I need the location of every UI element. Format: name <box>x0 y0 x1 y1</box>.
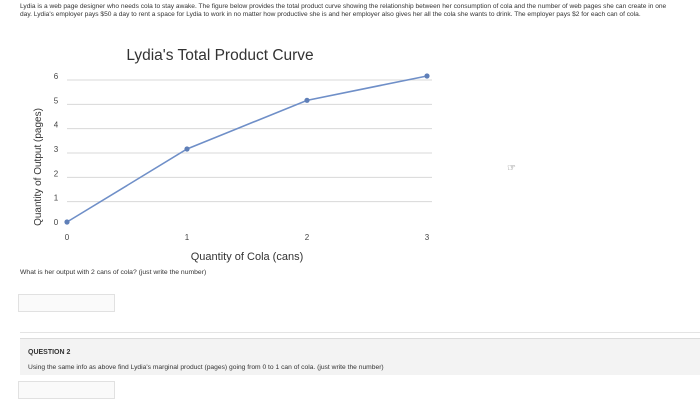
data-point <box>304 97 310 103</box>
question-1-text: What is her output with 2 cans of cola? … <box>20 269 207 276</box>
answer-input-2[interactable] <box>18 381 115 399</box>
y-tick-label: 2 <box>54 169 59 178</box>
cursor-hand-icon: ☞ <box>507 163 516 174</box>
data-point <box>424 73 430 79</box>
y-tick-label: 6 <box>54 72 59 81</box>
intro-paragraph: Lydia is a web page designer who needs c… <box>20 3 667 19</box>
y-tick-label: 5 <box>54 96 59 105</box>
x-tick-label: 2 <box>305 233 310 242</box>
y-tick-label: 1 <box>54 194 59 203</box>
question-2-title: QUESTION 2 <box>28 349 71 356</box>
chart-title: Lydia's Total Product Curve <box>126 47 314 64</box>
x-tick-label: 0 <box>65 233 70 242</box>
answer-input-1[interactable] <box>18 294 115 312</box>
x-axis-label: Quantity of Cola (cans) <box>191 251 304 263</box>
y-tick-label: 3 <box>54 145 59 154</box>
total-product-curve <box>66 75 428 223</box>
total-product-chart: 0 1 2 3 4 5 6 0 1 2 3 Quantity of Cola (cans) Qua… <box>33 72 432 263</box>
y-tick-label: 4 <box>54 121 59 130</box>
x-tick-label: 3 <box>425 233 430 242</box>
y-tick-label: 0 <box>54 218 59 227</box>
data-point <box>184 146 190 152</box>
x-tick-label: 1 <box>185 233 190 242</box>
data-point <box>64 219 70 225</box>
divider <box>20 332 700 333</box>
question-2-header <box>20 338 700 375</box>
question-2-text: Using the same info as above find Lydia'… <box>28 364 384 371</box>
y-axis-label: Quantity of Output (pages) <box>33 108 44 226</box>
